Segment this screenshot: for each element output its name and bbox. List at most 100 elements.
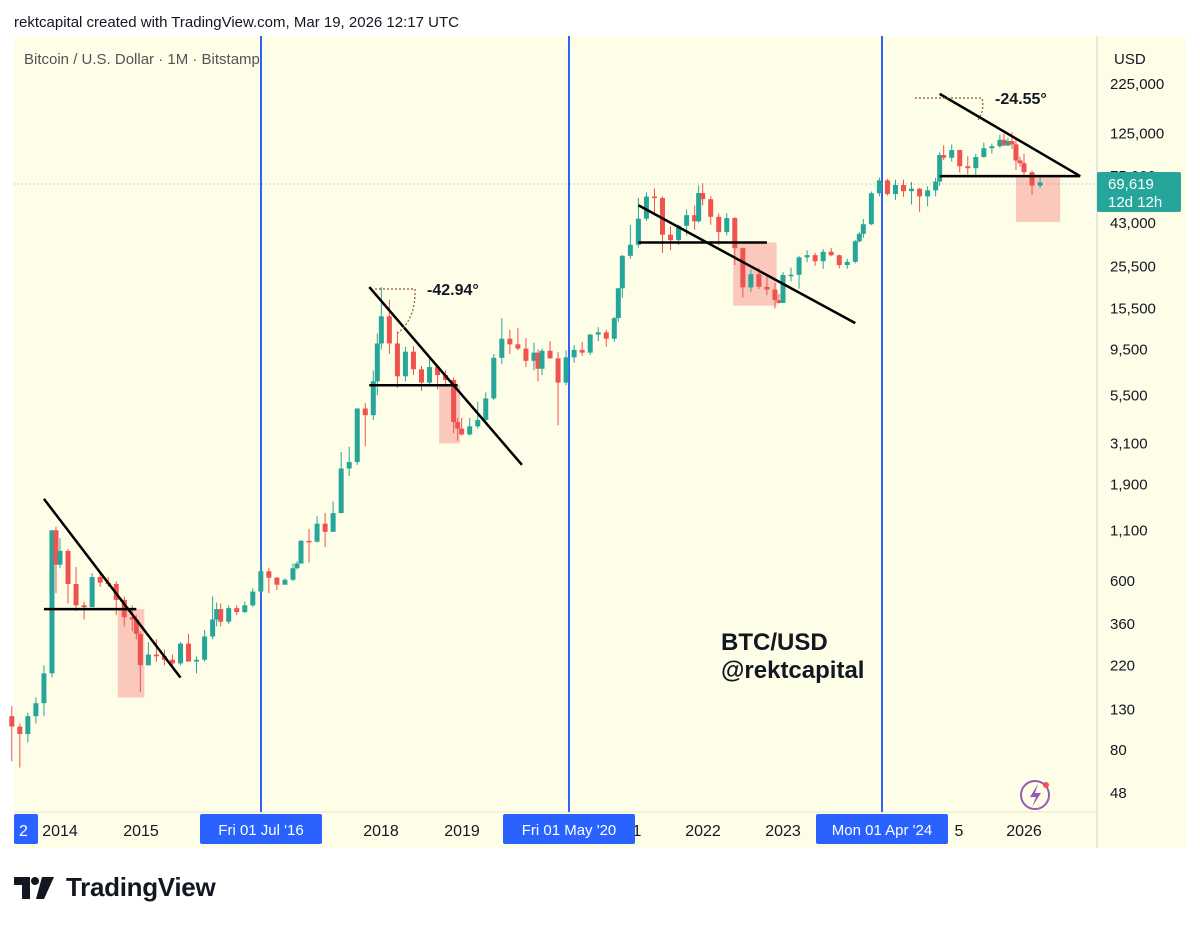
candle-body (579, 349, 585, 353)
candle-body (370, 381, 376, 416)
candle-body (41, 673, 47, 704)
highlight-box (733, 242, 777, 306)
candle-body (523, 348, 529, 361)
candle-body (218, 609, 224, 622)
candle-body (571, 349, 577, 358)
candle-body (258, 571, 264, 592)
candle-body (820, 251, 826, 262)
candle-body (402, 351, 408, 377)
y-tick-label: 48 (1110, 785, 1127, 802)
candle-body (53, 530, 59, 565)
candle-body (294, 563, 300, 569)
candle-body (266, 571, 272, 578)
candle-body (852, 241, 858, 262)
trendline (939, 92, 1081, 178)
candle-body (684, 215, 690, 226)
candle-body (81, 605, 87, 608)
candle-body (451, 380, 457, 423)
candle-body (716, 216, 722, 233)
candle-body (692, 215, 698, 222)
candle-body (965, 166, 971, 169)
candle-body (844, 261, 850, 266)
candle-body (740, 248, 746, 288)
candle-body (892, 184, 898, 195)
candle-body (427, 367, 433, 383)
price-badge-countdown: 12d 12h (1108, 194, 1162, 211)
tradingview-logo-icon (14, 876, 54, 899)
candle-body (9, 716, 15, 727)
candle-body (828, 251, 834, 256)
candle-body (676, 225, 682, 241)
candle-body (772, 289, 778, 301)
angle-label-2025: -24.55° (995, 91, 1047, 108)
angle-arc-2017 (375, 288, 416, 334)
angle-arc-2025 (915, 97, 984, 121)
candle-body (668, 234, 674, 241)
candle-body (1009, 141, 1015, 145)
candle-body (65, 550, 71, 584)
x-tick-label: 1 (633, 823, 642, 840)
candle-body (507, 338, 513, 345)
candle-body (700, 193, 706, 200)
candle-body (386, 316, 392, 344)
trendline (368, 286, 523, 466)
candle-body (97, 577, 103, 583)
candle-body (627, 244, 633, 256)
candle-body (435, 367, 441, 376)
watermark-handle: @rektcapital (721, 657, 864, 684)
candle-body (989, 146, 995, 149)
candle-body (250, 591, 256, 606)
x-tick-label: 2018 (363, 823, 399, 840)
time-cursor-label: 2 (19, 823, 28, 840)
candle-body (643, 196, 649, 219)
halving-badge (816, 814, 948, 844)
candle-body (354, 408, 360, 463)
candle-body (901, 184, 906, 192)
candle-body (282, 579, 288, 585)
candle-body (535, 352, 541, 369)
candle-body (178, 643, 183, 664)
candle-body (483, 398, 489, 420)
candle-body (973, 157, 979, 169)
candle-body (1017, 160, 1023, 164)
x-tick-label: 2014 (42, 823, 78, 840)
halving-badge (200, 814, 322, 844)
candle-body (1037, 182, 1043, 186)
candle-body (169, 659, 175, 664)
halving-badge (503, 814, 635, 844)
candle-body (226, 608, 232, 622)
candle-body (202, 636, 208, 660)
x-tick-label: 2015 (123, 823, 159, 840)
candle-body (587, 334, 593, 353)
y-tick-label: 600 (1110, 573, 1135, 590)
candle-body (708, 199, 714, 217)
candle-body (515, 344, 521, 349)
candle-body (651, 196, 657, 199)
candle-body (1005, 141, 1011, 146)
candle-body (909, 188, 915, 192)
candle-body (322, 523, 328, 532)
trendline (42, 498, 182, 679)
candle-body (298, 540, 304, 564)
x-tick-label: 2026 (1006, 823, 1042, 840)
candle-body (491, 357, 497, 399)
y-tick-label: 130 (1110, 701, 1135, 718)
candle-body (1021, 163, 1027, 173)
candle-body (595, 332, 601, 335)
candle-body (1013, 144, 1019, 161)
candle-body (732, 218, 738, 249)
price-badge (1097, 172, 1181, 212)
time-cursor-badge (14, 814, 38, 844)
candle-body (274, 577, 280, 585)
halving-badge-label: Fri 01 Jul '16 (218, 822, 303, 839)
trendline (637, 204, 856, 325)
candle-body (780, 274, 786, 303)
lightning-icon[interactable] (1020, 780, 1050, 810)
candle-body (242, 605, 248, 613)
candle-body (49, 530, 55, 674)
candle-body (555, 358, 561, 383)
candle-body (89, 577, 95, 608)
tradingview-logo[interactable]: TradingView (14, 872, 216, 903)
candle-body (33, 703, 39, 717)
